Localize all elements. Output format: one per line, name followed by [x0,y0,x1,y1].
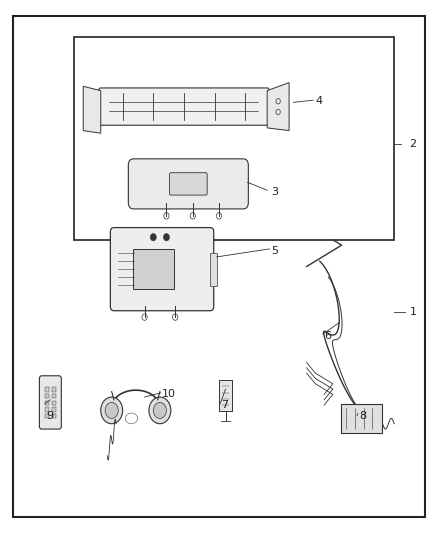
Circle shape [153,402,166,418]
FancyBboxPatch shape [13,16,425,517]
Text: 1: 1 [410,307,417,317]
Bar [52,401,56,405]
Bar [45,401,49,405]
Text: 6: 6 [324,331,331,341]
Text: 2: 2 [410,139,417,149]
Bar [45,394,49,399]
Text: 10: 10 [162,390,176,399]
Polygon shape [83,86,101,133]
Circle shape [150,233,156,241]
Text: 7: 7 [221,400,228,410]
Circle shape [163,233,170,241]
Bar [45,387,49,392]
FancyBboxPatch shape [219,380,232,411]
Text: 3: 3 [272,187,279,197]
FancyBboxPatch shape [99,88,269,125]
Text: 9: 9 [46,411,53,421]
Bar [52,394,56,399]
Bar [52,387,56,392]
FancyBboxPatch shape [128,159,248,209]
FancyBboxPatch shape [341,404,382,433]
FancyBboxPatch shape [133,249,174,289]
Circle shape [101,397,123,424]
FancyBboxPatch shape [210,253,217,286]
Polygon shape [267,83,289,131]
FancyBboxPatch shape [110,228,214,311]
FancyBboxPatch shape [39,376,61,429]
Bar [45,414,49,418]
Bar [52,414,56,418]
Bar [52,407,56,411]
FancyBboxPatch shape [170,173,207,195]
Text: 5: 5 [272,246,279,255]
FancyBboxPatch shape [74,37,394,240]
Text: 8: 8 [359,411,366,421]
Text: 4: 4 [315,96,322,106]
Circle shape [149,397,171,424]
Bar [45,407,49,411]
Circle shape [105,402,118,418]
